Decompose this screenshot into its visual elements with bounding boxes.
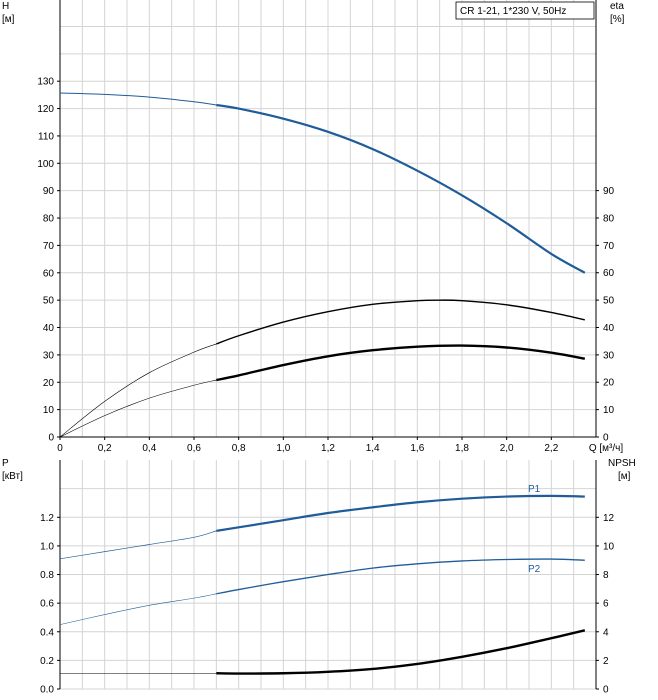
- y2-tick-label: 8: [603, 570, 609, 581]
- y-tick-label: 1.0: [40, 541, 54, 552]
- labels: 0102030405060708090100110120130010203040…: [2, 1, 636, 696]
- x-tick-label: 1,0: [276, 443, 290, 454]
- x-tick-label: 2,0: [500, 443, 514, 454]
- series-label-p1: P1: [528, 484, 541, 495]
- head-curve-thick: [216, 103, 586, 274]
- y2-tick-label: 10: [603, 405, 615, 416]
- series-label-p2: P2: [528, 564, 541, 575]
- curves: [59, 92, 586, 675]
- grid: [59, 0, 597, 690]
- y2-tick-label: 50: [603, 296, 615, 307]
- y2-tick-label: 20: [603, 378, 615, 389]
- x-tick-label: 0,6: [187, 443, 201, 454]
- x-tick-label: 1,4: [366, 443, 380, 454]
- y-tick-label: 90: [43, 186, 55, 197]
- npsh-curve-thick: [216, 629, 586, 675]
- y2-tick-label: 2: [603, 656, 609, 667]
- y-axis-unit: [м]: [2, 14, 15, 25]
- axes: [57, 0, 599, 690]
- y-tick-label: 80: [43, 214, 55, 225]
- y-tick-label: 0.0: [40, 685, 54, 696]
- p1-curve-thick: [216, 494, 585, 532]
- y-tick-label: 20: [43, 378, 55, 389]
- y-tick-label: 50: [43, 296, 55, 307]
- efficiency-curve-1-thin: [59, 343, 217, 438]
- y-tick-label: 0.8: [40, 570, 54, 581]
- x-tick-label: 1,6: [410, 443, 424, 454]
- y2-tick-label: 40: [603, 323, 615, 334]
- y2-tick-label: 6: [603, 599, 609, 610]
- y-tick-label: 10: [43, 405, 55, 416]
- y-tick-label: 100: [37, 159, 54, 170]
- y-tick-label: 1.2: [40, 513, 54, 524]
- y2-tick-label: 90: [603, 186, 615, 197]
- y-axis-label: H: [2, 1, 9, 12]
- y-tick-label: 60: [43, 268, 55, 279]
- y2-tick-label: 80: [603, 213, 615, 224]
- efficiency-curve-1-thick: [216, 299, 585, 345]
- y-tick-label: 130: [37, 77, 54, 88]
- y2-tick-label: 4: [603, 627, 609, 638]
- y2-axis-label-lower: NPSH: [608, 458, 636, 469]
- y-tick-label: 40: [43, 323, 55, 334]
- y-tick-label: 70: [43, 241, 55, 252]
- y-axis-label-lower: P: [2, 458, 9, 469]
- x-tick-label: 2,2: [544, 443, 558, 454]
- y-tick-label: 120: [37, 104, 54, 115]
- p2-curve-thick: [216, 558, 585, 595]
- x-tick-label: 1,8: [455, 443, 469, 454]
- y2-tick-label: 0: [603, 685, 609, 696]
- y-tick-label: 0: [48, 433, 54, 444]
- y-tick-label: 110: [38, 131, 54, 142]
- y-tick-label: 0.6: [40, 599, 54, 610]
- chart-title: CR 1-21, 1*230 V, 50Hz: [460, 6, 566, 17]
- x-tick-label: 1,2: [321, 443, 335, 454]
- y2-tick-label: 10: [603, 541, 615, 552]
- y2-tick-label: 30: [603, 350, 615, 361]
- y2-tick-label: 0: [603, 433, 609, 444]
- x-tick-label: 0,8: [232, 443, 246, 454]
- y2-axis-unit-lower: [м]: [618, 471, 631, 482]
- x-tick-label: 0: [57, 443, 63, 454]
- y2-axis-unit: [%]: [610, 14, 625, 25]
- x-axis-label: Q [м³/ч]: [589, 443, 624, 454]
- y-tick-label: 0.4: [40, 627, 54, 638]
- y2-tick-label: 70: [603, 241, 615, 252]
- y2-tick-label: 12: [603, 513, 615, 524]
- head-curve-thin: [59, 92, 217, 106]
- legend-box: CR 1-21, 1*230 V, 50Hz: [455, 1, 595, 20]
- y-tick-label: 30: [43, 350, 55, 361]
- x-tick-label: 0,2: [98, 443, 112, 454]
- efficiency-curve-2-thick: [216, 344, 586, 382]
- p2-curve-thin: [59, 593, 217, 625]
- x-tick-label: 0,4: [142, 443, 156, 454]
- y2-axis-label: eta: [610, 1, 624, 12]
- p1-curve-thin: [59, 530, 217, 560]
- y2-tick-label: 60: [603, 268, 615, 279]
- y-tick-label: 0.2: [40, 656, 54, 667]
- efficiency-curve-2-thin: [59, 379, 217, 438]
- y-axis-unit-lower: [кВт]: [2, 471, 23, 482]
